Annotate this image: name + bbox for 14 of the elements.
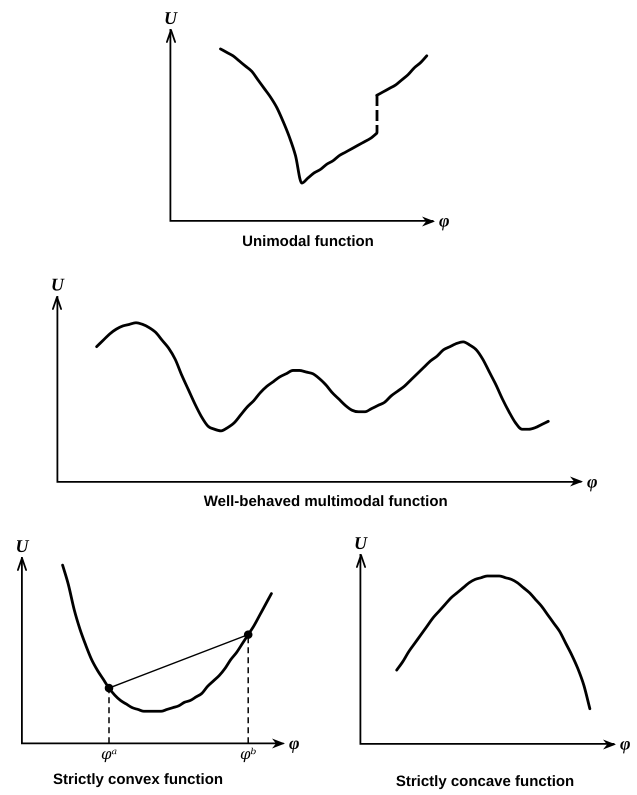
x-tick-label: φᵇ: [240, 745, 256, 764]
x-axis-title: φ: [439, 210, 450, 231]
x-axis-title: φ: [289, 732, 300, 753]
y-axis-title: U: [16, 536, 30, 556]
text: Strictly convex function: [52, 771, 224, 788]
y-axis-title: U: [50, 274, 65, 295]
x-axis-title: φ: [587, 471, 598, 492]
text: Unimodal function: [242, 233, 374, 250]
x-axis-title: φ: [620, 734, 631, 754]
x-tick-label: φᵃ: [100, 745, 118, 764]
text: Well-behaved multimodal function: [204, 493, 448, 510]
y-axis-title: U: [354, 533, 368, 553]
y-axis-title: U: [164, 8, 178, 28]
text: Strictly concave function: [396, 773, 574, 790]
